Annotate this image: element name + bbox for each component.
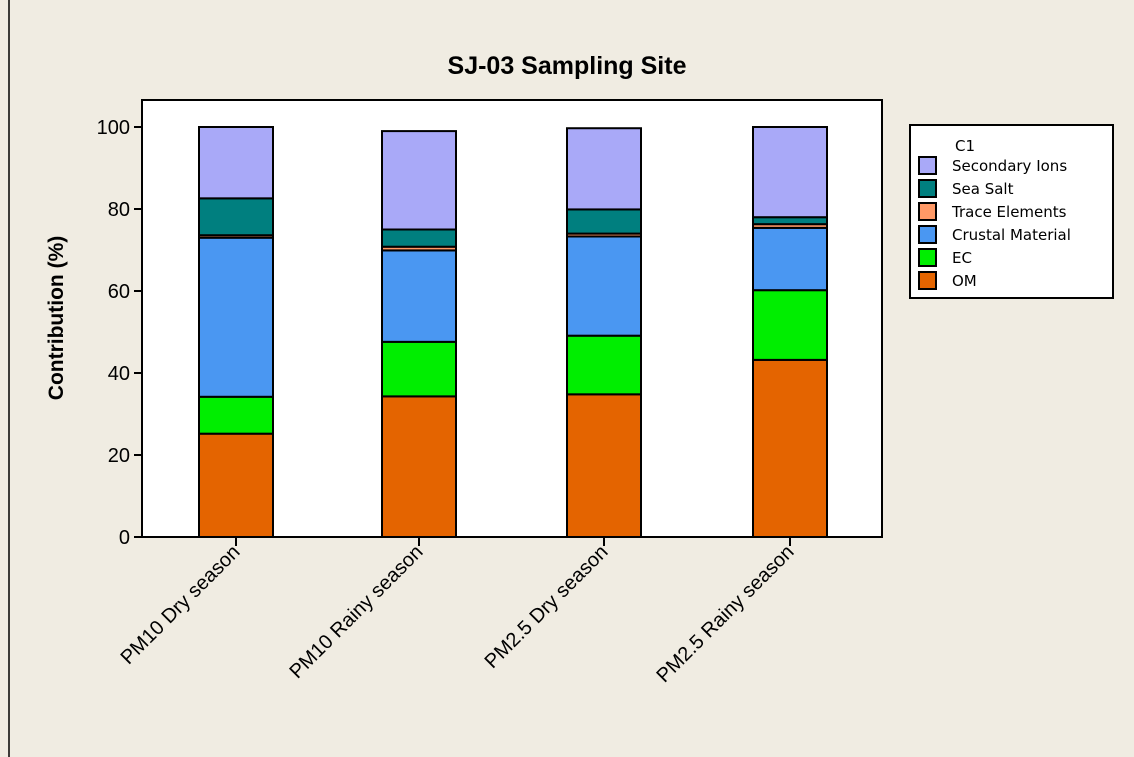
bar-segment-ec — [752, 289, 828, 361]
bar-segment-secondary-ions — [752, 126, 828, 219]
legend-label: Trace Elements — [951, 203, 1067, 221]
legend-swatch — [918, 202, 937, 221]
legend-swatch — [918, 179, 937, 198]
bar-segment-om — [381, 395, 457, 538]
legend-swatch — [918, 225, 937, 244]
legend-swatch — [918, 271, 937, 290]
bars — [198, 126, 828, 538]
bar-segment-om — [566, 393, 642, 538]
bar-segment-ec — [198, 395, 274, 435]
bar-segment-sea-salt — [752, 216, 828, 226]
y-tick-label: 100 — [97, 117, 130, 139]
bar-segment-crustal-material — [381, 249, 457, 343]
bar-segment-om — [198, 432, 274, 538]
legend-label: Sea Salt — [952, 180, 1014, 198]
legend-box — [909, 124, 1114, 299]
y-tick-label: 0 — [119, 527, 130, 549]
legend-label: Crustal Material — [952, 226, 1071, 244]
bar-segment-sea-salt — [381, 228, 457, 248]
bar-segment-ec — [381, 340, 457, 398]
bar-segment-ec — [566, 334, 642, 396]
y-axis-label: Contribution (%) — [45, 236, 68, 400]
legend-label: EC — [952, 249, 972, 267]
legend-title: C1 — [955, 137, 975, 155]
legend-swatch — [918, 248, 937, 267]
legend-label: OM — [952, 272, 977, 290]
y-tick-label: 80 — [108, 199, 130, 221]
y-tick-label: 20 — [108, 445, 130, 467]
bar-segment-secondary-ions — [381, 130, 457, 231]
chart-title: SJ-03 Sampling Site — [448, 52, 687, 80]
legend-label: Secondary Ions — [952, 157, 1067, 175]
bar-segment-sea-salt — [198, 197, 274, 237]
bar-segment-crustal-material — [752, 226, 828, 292]
legend-swatch — [918, 156, 937, 175]
bar-segment-secondary-ions — [566, 127, 642, 211]
y-tick-label: 60 — [108, 281, 130, 303]
bar-segment-secondary-ions — [198, 126, 274, 200]
bar-segment-crustal-material — [566, 235, 642, 337]
legend: C1 Secondary Ions Sea Salt Trace Elements C… — [909, 124, 1114, 299]
y-axis: 0 20 40 60 80 100 — [97, 117, 142, 549]
bar-segment-om — [752, 358, 828, 538]
y-tick-label: 40 — [108, 363, 130, 385]
bar-segment-crustal-material — [198, 236, 274, 398]
bar-segment-sea-salt — [566, 208, 642, 235]
